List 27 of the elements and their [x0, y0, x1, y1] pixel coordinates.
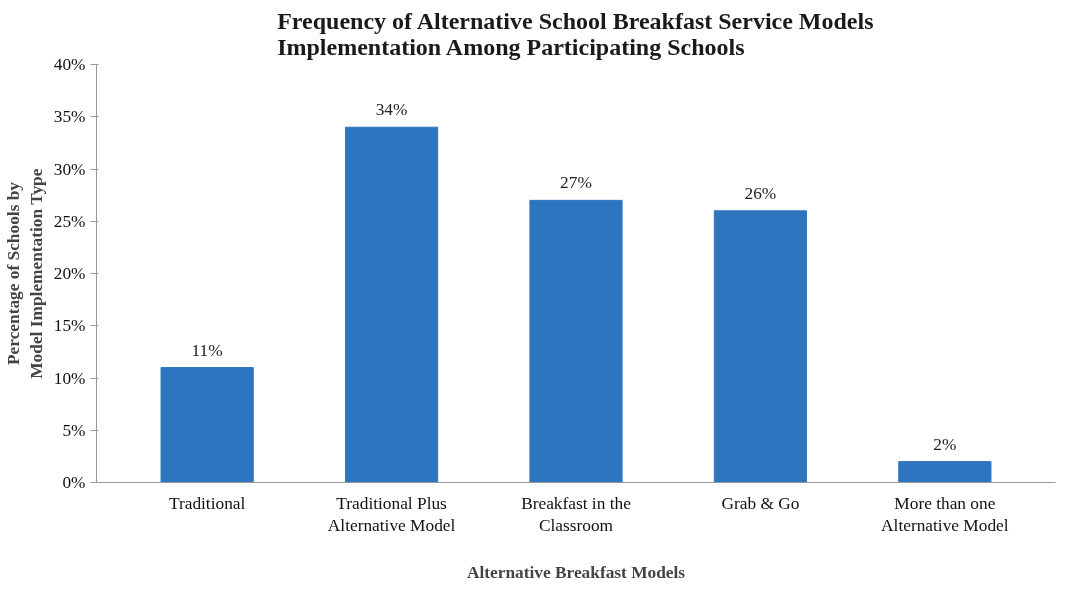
data-label: 11%	[191, 340, 223, 360]
bar	[529, 199, 623, 483]
data-label: 26%	[744, 183, 777, 203]
x-tick-label: Breakfast in the Classroom	[521, 493, 632, 536]
y-tick-label: 5%	[62, 420, 86, 440]
y-tick-label: 25%	[53, 211, 86, 231]
data-label: 27%	[560, 173, 592, 193]
y-axis-title: Percentage of Schools by Model Implementation Type	[3, 168, 46, 379]
bar	[898, 461, 992, 483]
data-label: 34%	[375, 100, 408, 120]
data-label: 2%	[933, 434, 957, 454]
bar	[160, 367, 254, 483]
x-tick-label: Traditional Plus Alternative Model	[327, 493, 456, 536]
y-tick-label: 20%	[53, 264, 86, 283]
y-tick-label: 15%	[53, 316, 86, 336]
y-tick-label: 30%	[53, 159, 86, 179]
chart-title: Frequency of Alternative School Breakfast Service Models Implementation Among Participating Schools	[277, 7, 874, 60]
bar	[713, 210, 808, 483]
x-axis-title: Alternative Breakfast Models	[466, 563, 686, 583]
y-tick-label: 40%	[53, 55, 86, 74]
y-tick-label: 10%	[53, 368, 86, 388]
x-tick-label: More than one Alternative Model	[881, 493, 1009, 536]
x-tick-label: Grab & Go	[721, 493, 800, 513]
y-tick-label: 0%	[62, 473, 86, 492]
x-tick-label: Traditional	[168, 493, 246, 513]
bar	[344, 126, 439, 483]
y-tick-label: 35%	[53, 107, 86, 127]
